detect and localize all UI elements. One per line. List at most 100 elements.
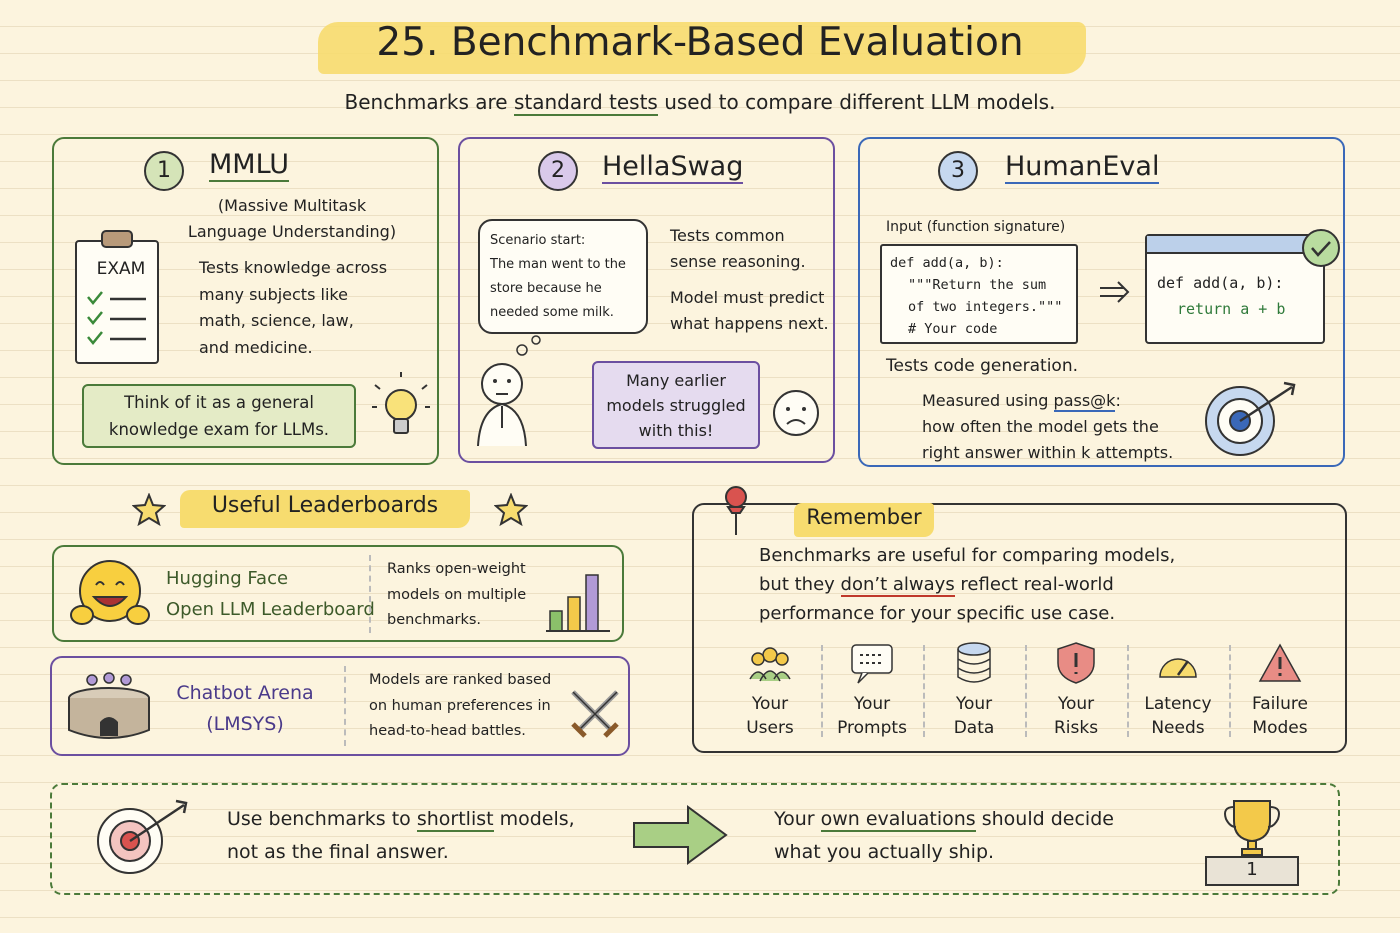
text-line: knowledge exam for LLMs. bbox=[108, 420, 330, 439]
description: Tests knowledge across many subjects like… bbox=[199, 255, 387, 361]
check-icon bbox=[1302, 229, 1340, 267]
text-segment: used to compare different LLM models. bbox=[657, 90, 1056, 114]
factor-icon-part bbox=[857, 672, 869, 684]
arena-icon-part bbox=[86, 674, 98, 686]
full-name: (Massive Multitask Language Understanding… bbox=[172, 193, 412, 245]
text-line: Risks bbox=[1053, 718, 1099, 738]
check-icon-part bbox=[1302, 229, 1340, 267]
takeaway-box: Use benchmarks to shortlist models, not a… bbox=[50, 783, 1340, 895]
text-line: (LMSYS) bbox=[206, 713, 284, 735]
text-line: Open LLM Leaderboard bbox=[166, 599, 375, 620]
text-line: (Massive Multitask bbox=[217, 196, 367, 215]
bar-chart-icon-part bbox=[567, 596, 581, 632]
title: 25. Benchmark-Based Evaluation bbox=[376, 20, 1024, 65]
thinking-person-icon-part bbox=[516, 344, 528, 356]
text-line: what happens next. bbox=[670, 314, 829, 333]
hugging-face-icon bbox=[70, 560, 150, 625]
leaderboard-name: Chatbot Arena (LMSYS) bbox=[160, 678, 330, 740]
text-line: Prompts bbox=[837, 718, 907, 738]
factor: Your Data bbox=[926, 641, 1022, 740]
output-code: def add(a, b): return a + b bbox=[1157, 270, 1323, 322]
text-line: how often the model gets the bbox=[922, 414, 1173, 440]
number-badge: 1 bbox=[144, 151, 184, 191]
remember-card: Remember Benchmarks are useful for compa… bbox=[692, 486, 1347, 753]
text-line: Your own evaluations should decide bbox=[774, 803, 1114, 836]
bar-chart-icon bbox=[546, 574, 610, 632]
text-segment: what you actually ship. bbox=[774, 841, 995, 863]
arena-icon-part bbox=[103, 672, 115, 684]
hugging-face-icon-part bbox=[95, 581, 125, 586]
arrow-icon-part bbox=[1100, 281, 1130, 303]
clipboard-icon-part bbox=[87, 291, 103, 345]
text-segment: performance for your specific use case. bbox=[759, 603, 1116, 624]
text-segment: reflect real-world bbox=[954, 574, 1114, 595]
arena-icon-part bbox=[120, 674, 132, 686]
benchmark-name: HellaSwag bbox=[602, 151, 744, 184]
text-line: def add(a, b): bbox=[890, 255, 1004, 271]
divider bbox=[1025, 645, 1027, 737]
text-line: Use benchmarks to shortlist models, bbox=[227, 803, 575, 836]
text-line: needed some milk. bbox=[490, 305, 614, 320]
factor-icon bbox=[851, 644, 893, 684]
hugging-face-icon-part bbox=[91, 596, 129, 607]
text-line: Data bbox=[953, 718, 995, 738]
factor-icon bbox=[1258, 643, 1302, 682]
target-icon-part bbox=[1239, 381, 1296, 423]
leaderboard-description: Ranks open-weight models on multiple bench… bbox=[387, 557, 526, 634]
factor-icon-part bbox=[762, 647, 778, 663]
text-segment: pass@k bbox=[1053, 391, 1116, 412]
factor-icon bbox=[957, 642, 991, 683]
divider bbox=[1229, 645, 1231, 737]
lightbulb-icon-part bbox=[385, 389, 417, 421]
text-line: Modes bbox=[1252, 718, 1308, 738]
text-line: Your bbox=[853, 694, 891, 714]
leaderboard-description: Models are ranked based on human preferen… bbox=[369, 668, 551, 745]
factor-icon bbox=[1057, 642, 1095, 684]
factor: Failure Modes bbox=[1232, 641, 1328, 740]
text-line: sense reasoning. bbox=[670, 252, 806, 271]
remember-text: Benchmarks are useful for comparing mode… bbox=[759, 541, 1175, 628]
worried-face-icon-part bbox=[786, 419, 806, 425]
window-bar bbox=[1147, 236, 1323, 254]
text-segment: right answer within k attempts. bbox=[922, 443, 1174, 462]
text-line: Ranks open-weight bbox=[387, 561, 526, 577]
arrow-icon bbox=[1100, 281, 1130, 303]
leaderboard-card: Chatbot Arena (LMSYS) Models are ranked b… bbox=[50, 656, 630, 756]
star-icon bbox=[132, 493, 166, 527]
leaderboards-title: Useful Leaderboards bbox=[211, 493, 439, 518]
star-icon-part bbox=[132, 493, 166, 527]
pin-icon-part bbox=[726, 506, 746, 514]
swords-icon-part bbox=[571, 722, 619, 738]
text-segment: own evaluations bbox=[820, 808, 976, 832]
note-box: Think of it as a general knowledge exam f… bbox=[82, 384, 356, 448]
pin-icon-part bbox=[725, 486, 747, 508]
lightbulb-icon-part bbox=[393, 418, 409, 434]
leaderboard-name: Hugging Face Open LLM Leaderboard bbox=[166, 563, 375, 625]
factor-icon-part bbox=[851, 644, 893, 674]
factor-icon-part bbox=[860, 654, 884, 664]
heading-highlight bbox=[794, 503, 934, 537]
humaneval-card: 3 HumanEval Input (function signature) d… bbox=[858, 137, 1345, 467]
worried-face-icon-part bbox=[802, 407, 806, 411]
trophy-icon-part bbox=[1205, 856, 1299, 886]
text-line: The man went to the bbox=[490, 257, 626, 272]
speech-bubble: Scenario start: The man went to the store … bbox=[478, 219, 648, 334]
swords-icon-part bbox=[572, 691, 618, 731]
factor-icon-part bbox=[749, 670, 791, 682]
text-line: Models are ranked based bbox=[369, 672, 552, 688]
text-segment: Measured using bbox=[922, 391, 1054, 410]
trophy-icon bbox=[1205, 800, 1299, 886]
remember-title: Remember bbox=[806, 505, 922, 529]
input-code-box: def add(a, b): """Return the sum of two in… bbox=[880, 244, 1078, 344]
text-line: what you actually ship. bbox=[774, 836, 1114, 869]
text-line: right answer within k attempts. bbox=[922, 440, 1173, 466]
bar-chart-icon-part bbox=[585, 574, 599, 632]
text-segment: shortlist bbox=[416, 808, 494, 832]
text-segment: Benchmarks are bbox=[344, 90, 514, 114]
divider bbox=[923, 645, 925, 737]
factor-icon bbox=[1159, 658, 1197, 678]
podium-label: 1 bbox=[1246, 859, 1258, 880]
lightbulb-icon bbox=[372, 372, 430, 434]
